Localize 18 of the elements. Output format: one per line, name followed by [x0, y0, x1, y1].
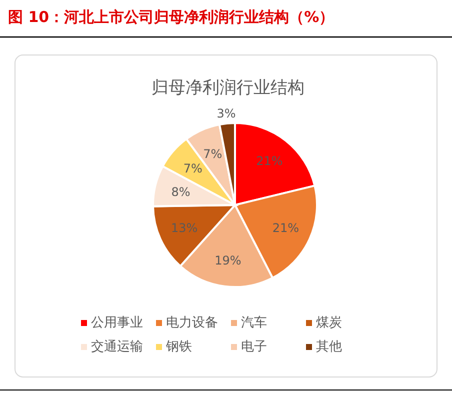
data-label: 13% [170, 221, 198, 236]
data-label: 7% [183, 161, 202, 176]
legend-label: 汽车 [241, 316, 267, 330]
chart-title: 图 10：河北上市公司归母净利润行业结构（%） [8, 8, 334, 26]
legend-label: 电子 [241, 340, 267, 354]
legend-label: 煤炭 [316, 316, 342, 330]
chart-subtitle: 归母净利润行业结构 [152, 78, 304, 98]
legend-label: 公用事业 [91, 316, 143, 330]
legend-label: 交通运输 [91, 338, 143, 354]
legend-label: 电力设备 [166, 316, 218, 330]
data-label: 19% [214, 253, 242, 268]
data-label: 21% [256, 154, 283, 168]
data-label: 7% [203, 146, 222, 161]
data-label: 3% [216, 106, 236, 120]
legend-label: 钢铁 [165, 340, 192, 354]
data-label: 21% [272, 221, 300, 236]
data-label: 8% [171, 184, 190, 199]
legend-label: 其他 [316, 340, 342, 354]
